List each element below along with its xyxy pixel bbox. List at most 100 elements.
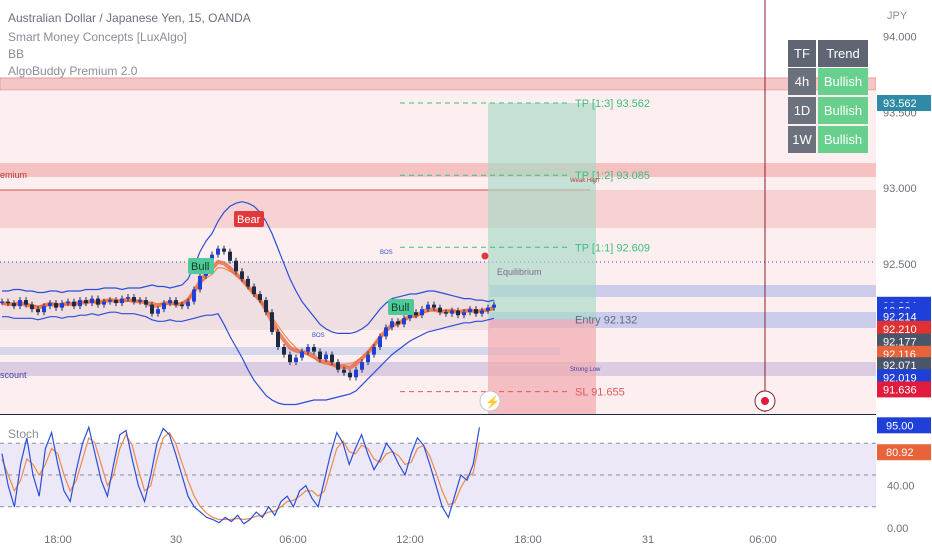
flash-button-bg xyxy=(479,390,501,412)
indicator-label: BB xyxy=(8,47,24,61)
candle-body xyxy=(252,286,256,295)
candle-body xyxy=(90,298,94,304)
strong-low-label: Strong Low xyxy=(570,367,601,373)
candle-body xyxy=(348,372,352,378)
candles xyxy=(0,245,496,381)
table-trend: Bullish xyxy=(824,132,862,147)
candle-body xyxy=(18,300,22,307)
price-badge: 92.071 xyxy=(883,360,917,372)
candle-body xyxy=(168,300,172,304)
price-tick: 92.500 xyxy=(883,259,917,271)
candle-body xyxy=(366,354,370,363)
time-tick: 12:00 xyxy=(396,534,424,546)
candle-body xyxy=(156,309,160,314)
candle-body xyxy=(384,327,388,337)
table-trend: Bullish xyxy=(824,74,862,89)
candle-body xyxy=(306,347,310,352)
bull-tag-bg-2 xyxy=(388,299,414,315)
table-tf-cell xyxy=(788,68,816,95)
bull-tag-bg-1 xyxy=(188,258,214,274)
stoch-badge-bg xyxy=(877,444,931,461)
candle-body xyxy=(180,304,184,307)
candle-body xyxy=(114,300,118,304)
price-badge: 91.636 xyxy=(883,384,917,396)
candle-body xyxy=(486,307,490,311)
candle-body xyxy=(198,275,202,290)
candle-body xyxy=(432,304,436,308)
price-badge-bg xyxy=(877,320,931,337)
candle-body xyxy=(120,298,124,304)
price-axis[interactable]: JPY94.00093.50093.00092.50093.56292.2299… xyxy=(876,0,932,550)
time-axis-bg xyxy=(0,530,876,550)
candle-body xyxy=(222,248,226,252)
candle-body xyxy=(24,300,28,305)
candle-body xyxy=(396,321,400,325)
chart-header: Australian Dollar / Japanese Yen, 15, OA… xyxy=(8,11,251,78)
candle-body xyxy=(474,309,478,314)
candle-body xyxy=(126,297,130,299)
candle-body xyxy=(228,251,232,261)
candle-body xyxy=(12,303,16,307)
tp2-label: TP [1:2] 93.085 xyxy=(575,170,650,182)
candle-body xyxy=(192,289,196,302)
candle-body xyxy=(336,362,340,370)
candle-body xyxy=(282,347,286,355)
candle-body xyxy=(318,351,322,360)
candle-body xyxy=(294,357,298,363)
price-badge-bg xyxy=(877,95,931,112)
supply-zone-top xyxy=(0,77,877,91)
candle-body xyxy=(48,303,52,307)
table-tf: 4h xyxy=(795,74,809,89)
candle-body xyxy=(480,310,484,314)
stoch-badge: 95.00 xyxy=(886,420,914,432)
entry-label: Entry 92.132 xyxy=(575,314,637,326)
candle-body xyxy=(66,301,70,304)
candle-body xyxy=(174,300,178,305)
axis-bg xyxy=(876,0,932,550)
candle-body xyxy=(138,300,142,302)
discount-label: scount xyxy=(0,370,27,380)
candle-body xyxy=(456,310,460,316)
candle-body xyxy=(30,304,34,310)
candle-body xyxy=(390,321,394,328)
price-badge: 92.019 xyxy=(883,372,917,384)
candle-body xyxy=(450,310,454,314)
indicator-label: AlgoBuddy Premium 2.0 xyxy=(8,64,138,78)
table-tf-cell xyxy=(788,97,816,124)
candle-body xyxy=(144,300,148,305)
candle-body xyxy=(276,331,280,348)
candle-body xyxy=(438,307,442,313)
candle-body xyxy=(72,301,76,307)
chart-title: Australian Dollar / Japanese Yen, 15, OA… xyxy=(8,11,251,25)
premium-label: emium xyxy=(0,170,27,180)
candle-body xyxy=(78,300,82,307)
smc-zones xyxy=(0,0,877,415)
flash-icon: ⚡ xyxy=(485,395,500,409)
bb-lower xyxy=(2,311,495,406)
stoch-k-line xyxy=(1,425,480,525)
candle-body xyxy=(0,301,4,304)
price-badge-bg xyxy=(877,308,931,325)
candle-body xyxy=(108,300,112,302)
candle-body xyxy=(42,306,46,313)
table-header: Trend xyxy=(826,46,859,61)
stoch-label: Stoch xyxy=(8,427,39,441)
stoch-tick: 0.00 xyxy=(887,523,908,535)
weak-high-label: Weak High xyxy=(570,178,599,184)
price-badge-bg xyxy=(877,369,931,386)
price-badge: 92.214 xyxy=(883,312,917,324)
price-badge-bg xyxy=(877,381,931,398)
table-trend-cell xyxy=(818,126,868,153)
candle-body xyxy=(378,336,382,348)
candle-body xyxy=(36,309,40,313)
candle-body xyxy=(102,301,106,305)
signal-dot xyxy=(481,252,489,260)
candle-body xyxy=(84,300,88,304)
table-tf: 1D xyxy=(794,103,811,118)
time-axis[interactable]: 18:00 30 06:00 12:00 18:00 31 06:00 xyxy=(0,530,876,550)
time-tick: 18:00 xyxy=(44,534,72,546)
candle-body xyxy=(372,347,376,355)
candle-body xyxy=(240,271,244,279)
candle-body xyxy=(414,312,418,316)
